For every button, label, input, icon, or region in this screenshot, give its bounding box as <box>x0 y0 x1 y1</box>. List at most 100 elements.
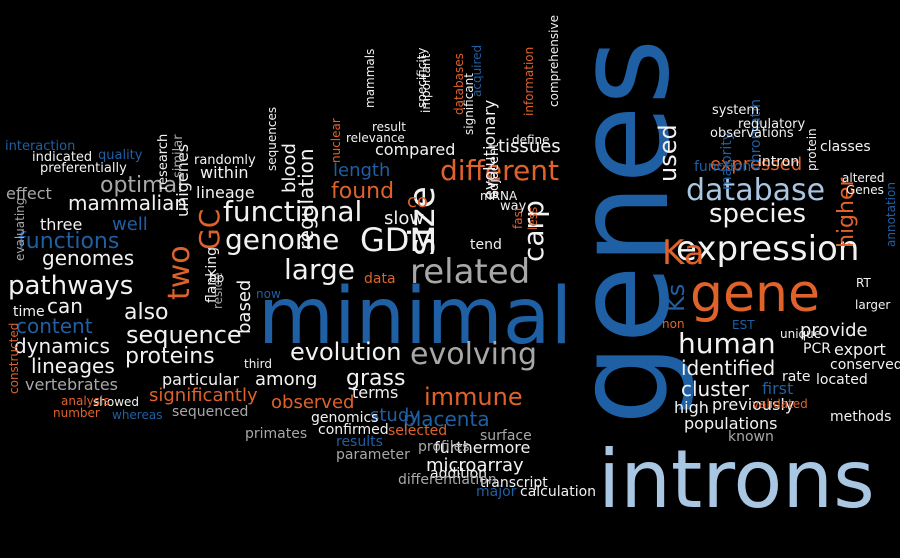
cloud-word: terms <box>352 383 399 402</box>
cloud-word: cluster <box>681 377 750 401</box>
cloud-word: major <box>476 484 517 500</box>
cloud-word: data <box>364 271 396 287</box>
cloud-word: different <box>440 154 559 187</box>
cloud-word: populations <box>684 414 778 433</box>
cloud-word: observed <box>271 392 355 413</box>
cloud-word: high <box>674 398 709 417</box>
cloud-word: fast <box>511 206 525 229</box>
cloud-word: interaction <box>5 139 76 154</box>
cloud-word: differentiation <box>398 472 497 488</box>
cloud-word: well <box>112 214 148 235</box>
cloud-word: export <box>834 340 886 359</box>
cloud-word: significantly <box>149 385 258 406</box>
cloud-word: larger <box>855 298 891 312</box>
cloud-word: number <box>53 406 100 420</box>
cloud-word: showed <box>93 395 140 409</box>
cloud-word: species <box>709 199 807 229</box>
cloud-word: can <box>47 294 83 318</box>
cloud-word: found <box>331 179 395 204</box>
cloud-word: provide <box>800 320 868 341</box>
cloud-word: Ks <box>662 283 690 312</box>
cloud-word: research <box>156 133 171 190</box>
cloud-word: results <box>336 434 383 450</box>
cloud-word: result <box>372 120 406 134</box>
cloud-word: indicated <box>32 150 93 165</box>
cloud-word: analysis <box>61 394 110 408</box>
cloud-word: RT <box>856 276 871 290</box>
cloud-word: genome <box>225 223 340 256</box>
cloud-word: expression <box>676 229 860 269</box>
cloud-word: length <box>333 160 391 181</box>
cloud-word: constructed <box>7 322 21 394</box>
cloud-word: gene <box>690 264 820 324</box>
cloud-word: preferentially <box>40 161 127 176</box>
cloud-word: time <box>13 304 45 320</box>
cloud-word: also <box>124 300 169 325</box>
cloud-word: used <box>654 124 682 182</box>
cloud-word: third <box>244 357 272 371</box>
cloud-word: surface <box>480 428 532 444</box>
cloud-word: first <box>762 379 794 398</box>
cloud-word: define <box>512 133 550 147</box>
cloud-word: introns <box>598 433 875 526</box>
cloud-word: vertebrates <box>25 375 118 394</box>
cloud-word: EST <box>732 318 755 332</box>
cloud-word: unique <box>780 327 822 341</box>
cloud-word: optimal <box>100 173 184 198</box>
cloud-word: identified <box>681 356 776 380</box>
cloud-word: selected <box>388 423 448 439</box>
cloud-word: now <box>256 287 281 301</box>
cloud-word: study <box>370 405 420 426</box>
cloud-word: mammals <box>363 48 377 108</box>
cloud-word: Genes <box>846 183 884 197</box>
cloud-word: protein <box>805 128 819 171</box>
cloud-word: way <box>500 199 527 214</box>
cloud-word: database <box>686 173 826 208</box>
cloud-word: genomes <box>42 246 135 270</box>
cloud-word: mammalian <box>68 191 188 215</box>
cloud-word: nuclear <box>329 118 343 163</box>
cloud-word: among <box>255 369 318 390</box>
cloud-word: methods <box>830 409 892 425</box>
cloud-word: lineages <box>31 354 115 378</box>
cloud-word: immune <box>424 383 523 411</box>
cloud-word: classes <box>820 139 871 155</box>
cloud-word: Ka <box>662 233 705 273</box>
cloud-word: acquired <box>470 44 484 97</box>
cloud-word: sequences <box>265 106 279 171</box>
cloud-word: genes <box>549 38 698 425</box>
cloud-word: content <box>16 314 93 338</box>
cloud-word: bp <box>209 271 225 285</box>
cloud-word: two <box>162 245 197 300</box>
cloud-word: whereas <box>112 408 163 422</box>
cloud-word: genomics <box>311 410 379 426</box>
cloud-word: dynamics <box>14 334 110 358</box>
cloud-word: GC <box>193 208 226 250</box>
cloud-word: addition <box>430 466 488 482</box>
cloud-word: confirmed <box>318 422 389 438</box>
cloud-word: tend <box>470 237 502 253</box>
cloud-word: function <box>694 159 752 175</box>
cloud-word: evolving <box>410 337 538 372</box>
cloud-word: randomly <box>194 153 256 168</box>
cloud-word: parameter <box>336 447 410 463</box>
cloud-word: proteins <box>125 344 215 369</box>
cloud-word: system <box>712 103 759 118</box>
cloud-word: profiles <box>418 439 470 455</box>
cloud-word: slow <box>384 208 425 229</box>
cloud-word: observations <box>710 126 794 141</box>
cloud-word: transcript <box>480 475 548 491</box>
cloud-word: evaluating <box>13 197 27 261</box>
cloud-word: previously <box>712 395 795 414</box>
cloud-word: furthermore <box>434 438 531 457</box>
cloud-word: PCR <box>803 341 831 357</box>
cloud-word: human <box>678 327 776 360</box>
cloud-word: non <box>662 317 685 331</box>
cloud-word: comprehensive <box>547 15 561 107</box>
cloud-word: conserved <box>830 357 900 373</box>
cloud-word: evolution <box>290 338 402 366</box>
cloud-word: GDM <box>360 221 438 259</box>
cloud-word: less <box>526 206 540 230</box>
cloud-word: within <box>200 163 249 182</box>
